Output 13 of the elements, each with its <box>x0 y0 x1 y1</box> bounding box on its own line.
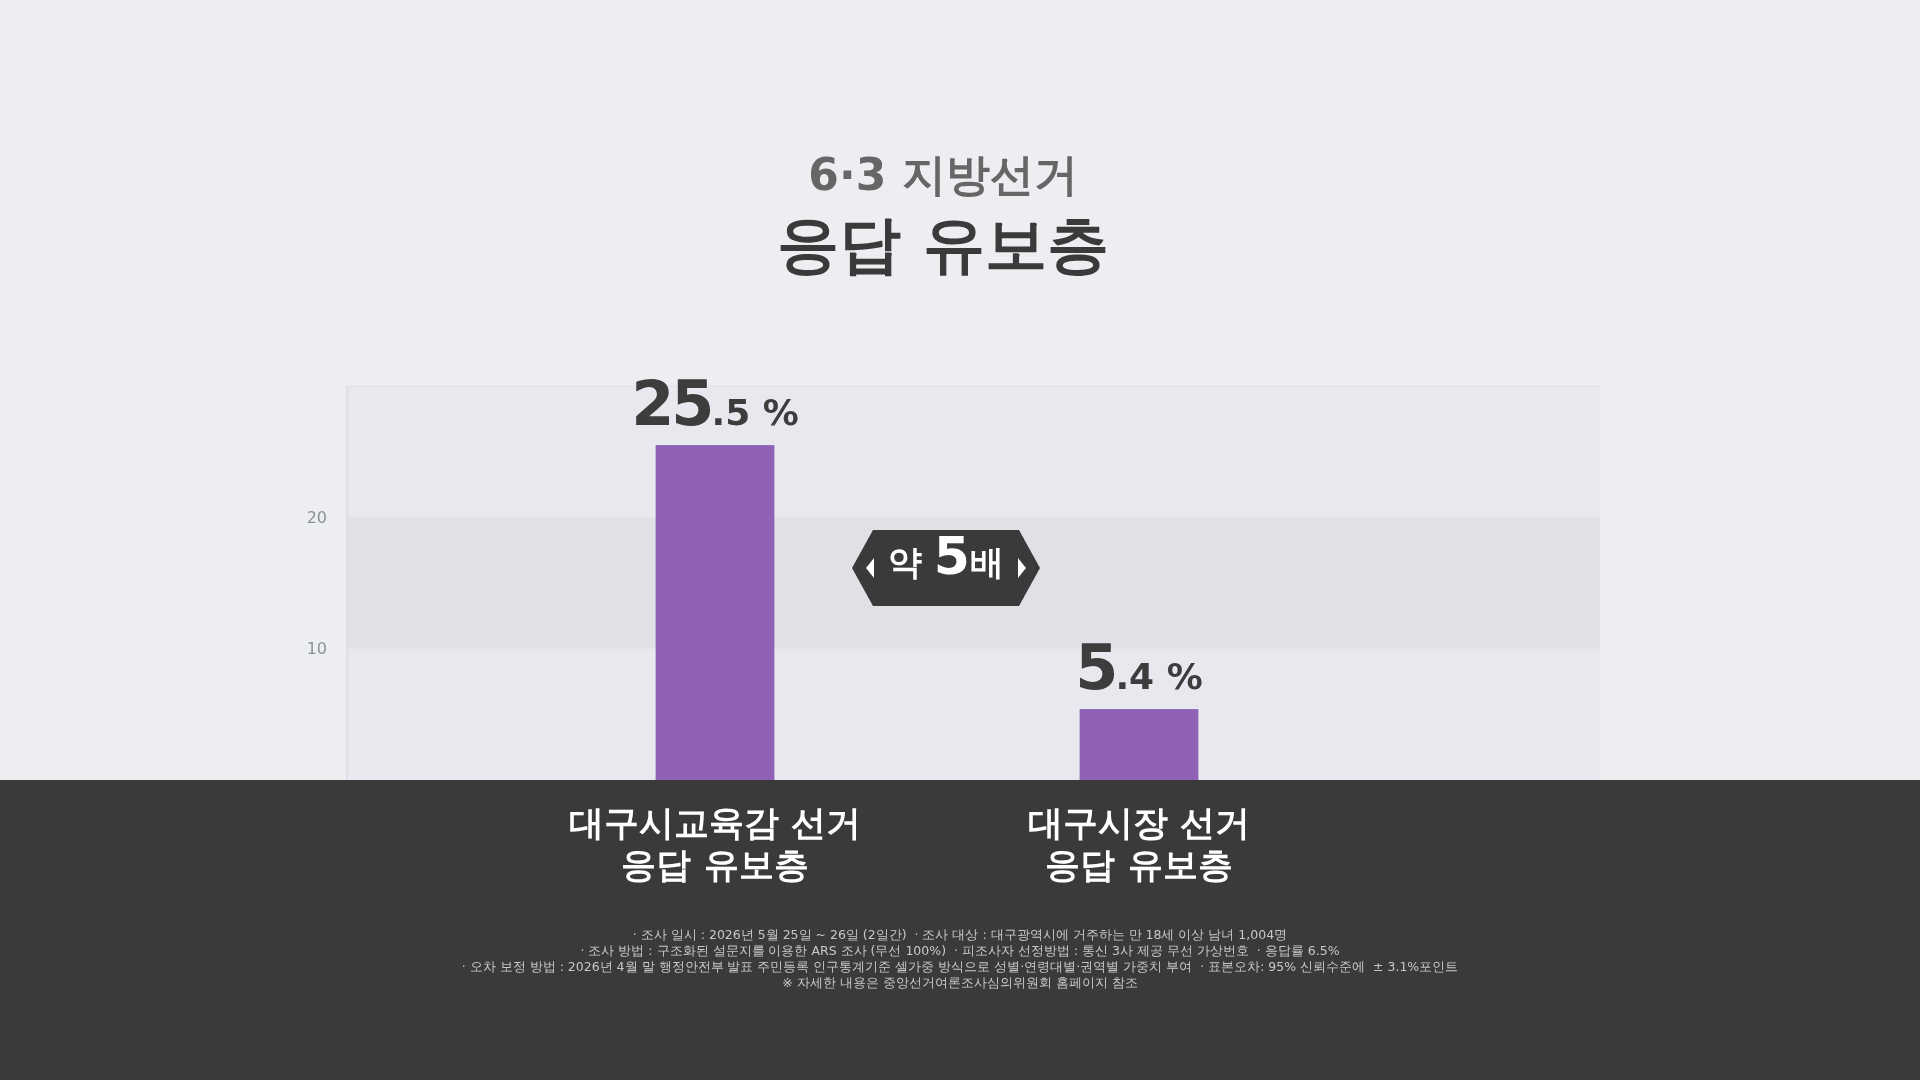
annotation: 약 5배 <box>887 525 1005 586</box>
data-label: 5.4 % <box>1075 631 1203 705</box>
text: ※ 자세한 내용은 중앙선거여론조사심의위원회 홈페이지 참조 <box>782 975 1138 990</box>
x-tick-label: 대구시장 선거 응답 유보층 <box>1027 803 1251 885</box>
x-tick-label: 대구시교육감 선거 응답 유보층 <box>568 803 862 885</box>
text: · 조사 일시 : 2026년 5월 25일 ~ 26일 (2일간) · 조사 대상 : 대구광역시에 거주하는 만 18세 이상 남녀 1,004명 <box>632 927 1288 942</box>
y-tick-label: 20 <box>306 507 327 527</box>
data-label: 25.5 % <box>631 367 799 441</box>
text: · 조사 방법 : 구조화된 설문지를 이용한 ARS 조사 (무선 100%) · 피조사자 선정방법 : 통신 3사 제공 무선 가상번호 · 응답률 6.5% <box>580 943 1340 958</box>
chart-subtitle: 6·3 지방선거 <box>808 149 1078 200</box>
text: · 오차 보정 방법 : 2026년 4월 말 행정안전부 발표 주민등록 인구통계기준 셀가중 방식으로 성별·연령대별·권역별 가중치 부여 · 표본오차: 95% 신뢰수준에 ± 3.1%포인트 <box>461 959 1459 974</box>
y-tick-label: 10 <box>306 639 327 659</box>
chart-title: 응답 유보층 <box>777 208 1109 281</box>
